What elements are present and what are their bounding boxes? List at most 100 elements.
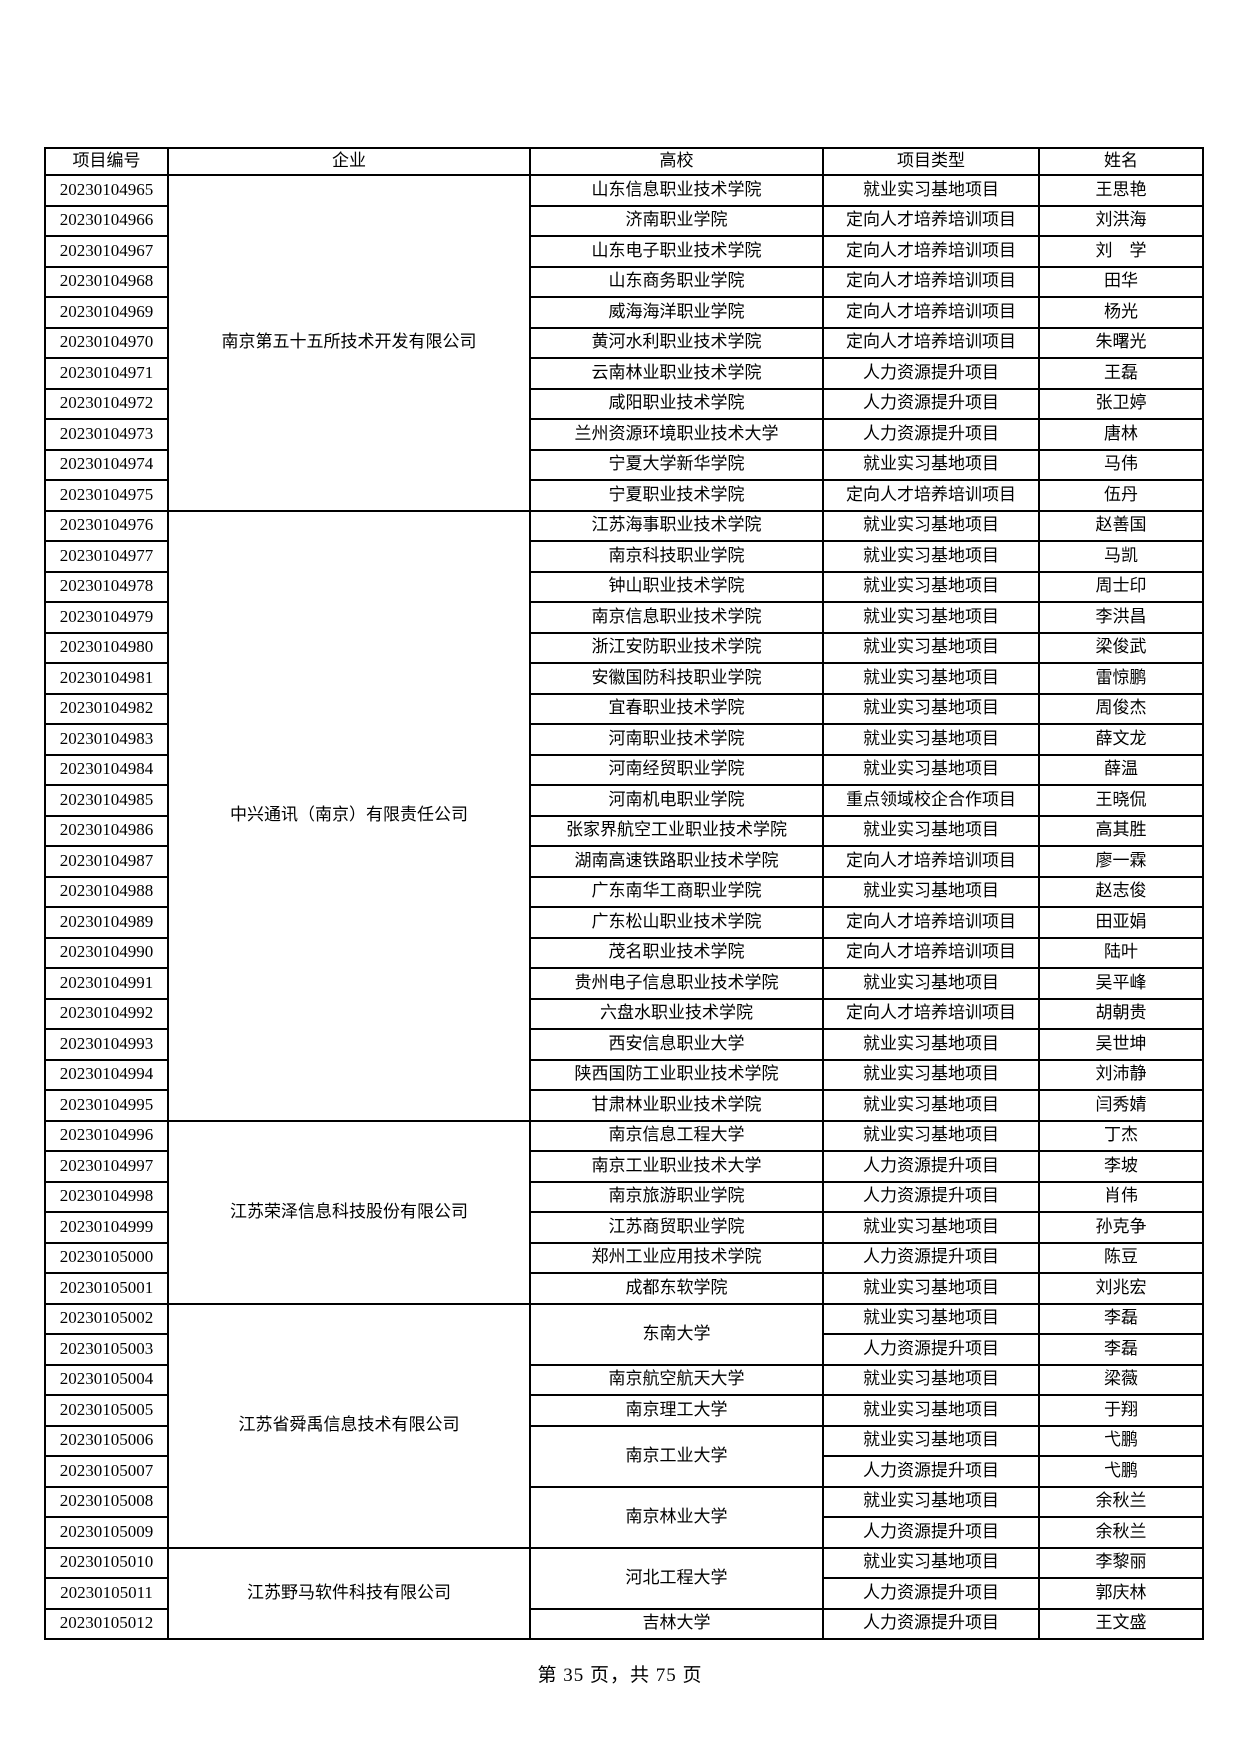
table-row: 20230104971 云南林业职业技术学院 人力资源提升项目 王磊: [44, 357, 1204, 390]
cell-project-id: 20230105003: [44, 1333, 169, 1366]
cell-project-id: 20230105009: [44, 1516, 169, 1549]
cell-project-type: 人力资源提升项目: [822, 1241, 1040, 1274]
table-row: 20230104973 兰州资源环境职业技术大学 人力资源提升项目 唐林: [44, 418, 1204, 451]
cell-school: 山东信息职业技术学院: [529, 174, 824, 207]
cell-project-type: 就业实习基地项目: [822, 1485, 1040, 1518]
cell-project-id: 20230104999: [44, 1211, 169, 1244]
cell-name: 余秋兰: [1038, 1516, 1204, 1549]
cell-school: 山东商务职业学院: [529, 265, 824, 298]
cell-project-id: 20230104992: [44, 997, 169, 1030]
cell-name: 杨光: [1038, 296, 1204, 329]
cell-project-type: 就业实习基地项目: [822, 1272, 1040, 1305]
cell-project-id: 20230104979: [44, 601, 169, 634]
cell-project-type: 就业实习基地项目: [822, 570, 1040, 603]
cell-project-type: 定向人才培养培训项目: [822, 204, 1040, 237]
cell-project-id: 20230104982: [44, 692, 169, 725]
cell-project-type: 人力资源提升项目: [822, 357, 1040, 390]
table-row: 20230104967 山东电子职业技术学院 定向人才培养培训项目刘 学: [44, 235, 1204, 268]
table-row: 20230105002 江苏省舜禹信息技术有限公司 东南大学 就业实习基地项目 李磊: [44, 1302, 1204, 1549]
cell-project-id: 20230104977: [44, 540, 169, 573]
cell-project-type: 定向人才培养培训项目: [822, 326, 1040, 359]
cell-name: 余秋兰: [1038, 1485, 1204, 1518]
cell-project-id: 20230104971: [44, 357, 169, 390]
cell-name: 张卫婷: [1038, 387, 1204, 420]
cell-project-id: 20230104970: [44, 326, 169, 359]
table-row: 20230104966 济南职业学院 定向人才培养培训项目 刘洪海: [44, 204, 1204, 237]
cell-name: 王晓侃: [1038, 784, 1204, 817]
cell-name: 周俊杰: [1038, 692, 1204, 725]
cell-name: 王文盛: [1038, 1607, 1204, 1640]
cell-project-id: 20230104976: [44, 509, 169, 542]
table-row: 20230104978 钟山职业技术学院 就业实习基地项目 周士印: [44, 570, 1204, 603]
cell-project-id: 20230105007: [44, 1455, 169, 1488]
cell-school: 广东南华工商职业学院: [529, 875, 824, 908]
cell-project-type: 就业实习基地项目: [822, 875, 1040, 908]
table-row: 20230104976 中兴通讯（南京）有限责任公司 江苏海事职业技术学院就业实习基…: [44, 509, 1204, 1122]
cell-project-type: 定向人才培养培训项目: [822, 906, 1040, 939]
cell-project-type: 定向人才培养培训项目: [822, 936, 1040, 969]
cell-school: 江苏商贸职业学院: [529, 1211, 824, 1244]
cell-project-type: 就业实习基地项目: [822, 662, 1040, 695]
table-row: 20230104979 南京信息职业技术学院 就业实习基地项目 李洪昌: [44, 601, 1204, 634]
table-row: 20230105011 人力资源提升项目 郭庆林: [44, 1577, 1204, 1610]
cell-project-id: 20230104983: [44, 723, 169, 756]
projects-table: 项目编号 企业 高校 项目类型 姓名 20230104965 南京第五十五所技术开发有限公…: [44, 147, 1204, 1640]
cell-school: 威海海洋职业学院: [529, 296, 824, 329]
cell-project-id: 20230104985: [44, 784, 169, 817]
cell-name: 郭庆林: [1038, 1577, 1204, 1610]
cell-project-type: 就业实习基地项目: [822, 753, 1040, 786]
cell-name: 弋鹏: [1038, 1455, 1204, 1488]
cell-school: 河北工程大学: [529, 1546, 824, 1610]
cell-name: 李黎丽: [1038, 1546, 1204, 1579]
cell-name: 闫秀婧: [1038, 1089, 1204, 1122]
cell-project-type: 就业实习基地项目: [822, 1302, 1040, 1335]
cell-name: 雷惊鹏: [1038, 662, 1204, 695]
cell-name: 王磊: [1038, 357, 1204, 390]
table-row: 20230104998 南京旅游职业学院 人力资源提升项目 肖伟: [44, 1180, 1204, 1213]
cell-project-type: 就业实习基地项目: [822, 601, 1040, 634]
cell-name: 马伟: [1038, 448, 1204, 481]
cell-project-id: 20230104981: [44, 662, 169, 695]
cell-project-id: 20230105005: [44, 1394, 169, 1427]
cell-name: 吴平峰: [1038, 967, 1204, 1000]
cell-school: 吉林大学: [529, 1607, 824, 1640]
cell-school: 黄河水利职业技术学院: [529, 326, 824, 359]
cell-name: 刘洪海: [1038, 204, 1204, 237]
cell-name: 梁薇: [1038, 1363, 1204, 1396]
cell-project-id: 20230105008: [44, 1485, 169, 1518]
cell-name: 伍丹: [1038, 479, 1204, 512]
cell-school: 南京科技职业学院: [529, 540, 824, 573]
cell-project-id: 20230105001: [44, 1272, 169, 1305]
cell-school: 浙江安防职业技术学院: [529, 631, 824, 664]
cell-school: 南京航空航天大学: [529, 1363, 824, 1396]
table-row: 20230104969 威海海洋职业学院 定向人才培养培训项目 杨光: [44, 296, 1204, 329]
cell-school: 广东松山职业技术学院: [529, 906, 824, 939]
cell-project-type: 就业实习基地项目: [822, 814, 1040, 847]
cell-project-type: 人力资源提升项目: [822, 1180, 1040, 1213]
cell-school: 甘肃林业职业技术学院: [529, 1089, 824, 1122]
cell-school: 江苏海事职业技术学院: [529, 509, 824, 542]
column-header-0: 项目编号: [44, 147, 169, 176]
column-header-4: 姓名: [1038, 147, 1204, 176]
cell-company: 中兴通讯（南京）有限责任公司: [167, 509, 531, 1122]
cell-project-type: 就业实习基地项目: [822, 1058, 1040, 1091]
cell-project-id: 20230104984: [44, 753, 169, 786]
cell-project-id: 20230105006: [44, 1424, 169, 1457]
cell-school: 南京信息工程大学: [529, 1119, 824, 1152]
cell-project-id: 20230104997: [44, 1150, 169, 1183]
cell-project-type: 就业实习基地项目: [822, 1363, 1040, 1396]
cell-name: 廖一霖: [1038, 845, 1204, 878]
cell-school: 宜春职业技术学院: [529, 692, 824, 725]
cell-name: 朱曙光: [1038, 326, 1204, 359]
cell-school: 贵州电子信息职业技术学院: [529, 967, 824, 1000]
cell-name: 田华: [1038, 265, 1204, 298]
cell-project-type: 人力资源提升项目: [822, 1333, 1040, 1366]
column-header-1: 企业: [167, 147, 531, 176]
cell-project-id: 20230104973: [44, 418, 169, 451]
cell-project-type: 就业实习基地项目: [822, 1211, 1040, 1244]
cell-project-id: 20230105011: [44, 1577, 169, 1610]
cell-school: 张家界航空工业职业技术学院: [529, 814, 824, 847]
cell-name: 李磊: [1038, 1302, 1204, 1335]
cell-project-type: 就业实习基地项目: [822, 967, 1040, 1000]
cell-school: 宁夏职业技术学院: [529, 479, 824, 512]
